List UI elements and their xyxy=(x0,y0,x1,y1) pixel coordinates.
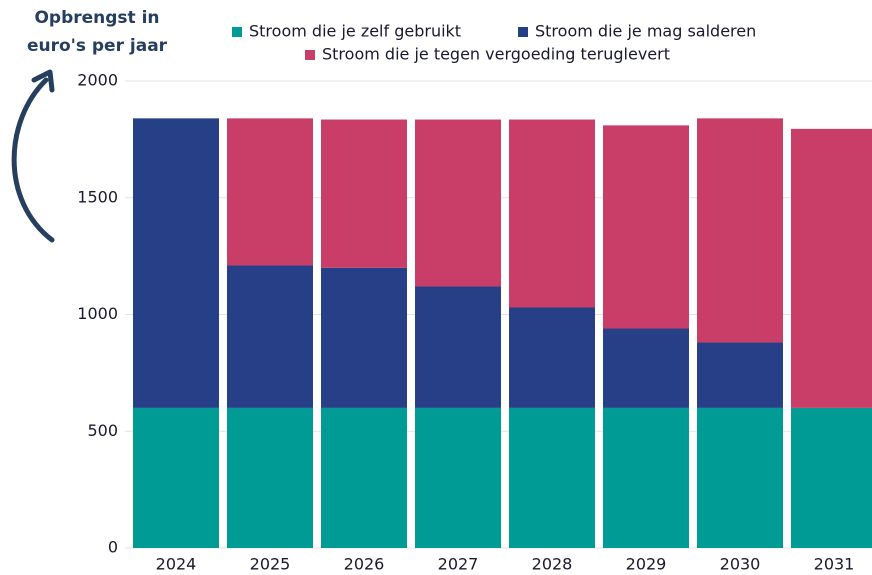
arrow xyxy=(11,77,55,243)
x-tick-label: 2025 xyxy=(250,555,291,574)
x-tick-label: 2029 xyxy=(626,555,667,574)
x-tick-label: 2031 xyxy=(814,555,855,574)
arrow-head xyxy=(31,69,55,93)
y-tick-label: 0 xyxy=(108,538,118,557)
bar-segment xyxy=(603,125,689,329)
bar-segment xyxy=(509,119,595,308)
annotation-line: Opbrengst in xyxy=(34,8,159,28)
y-tick-label: 500 xyxy=(87,421,118,440)
x-tick-label: 2028 xyxy=(532,555,573,574)
legend-swatch xyxy=(232,27,242,37)
bar-segment xyxy=(603,328,689,408)
annotation-line: euro's per jaar xyxy=(27,36,168,56)
bar-segment xyxy=(415,286,501,408)
y-tick-label: 1000 xyxy=(77,304,118,323)
bar-segment xyxy=(697,118,783,343)
bar-segment xyxy=(697,407,783,548)
bar-segment xyxy=(227,265,313,408)
y-tick-label: 2000 xyxy=(77,71,118,90)
legend-label: Stroom die je zelf gebruikt xyxy=(249,22,461,41)
bar-segment xyxy=(321,267,407,408)
bar-segment xyxy=(321,407,407,548)
bar-segment xyxy=(227,118,313,266)
bar-segment xyxy=(415,119,501,287)
bar-segment xyxy=(509,407,595,548)
bar-segment xyxy=(133,118,219,408)
bar-segment xyxy=(791,128,872,408)
x-tick-label: 2027 xyxy=(438,555,479,574)
x-tick-label: 2030 xyxy=(720,555,761,574)
bar-segment xyxy=(227,407,313,548)
bar-segment xyxy=(509,307,595,408)
bar-segment xyxy=(415,407,501,548)
bar-segment xyxy=(321,119,407,268)
x-tick-label: 2024 xyxy=(156,555,197,574)
bar-segment xyxy=(133,407,219,548)
y-tick-label: 1500 xyxy=(77,187,118,206)
legend-swatch xyxy=(518,27,528,37)
bar-segment xyxy=(697,342,783,408)
bar-segment xyxy=(603,407,689,548)
legend-swatch xyxy=(305,50,315,60)
bar-segment xyxy=(791,407,872,548)
legend-label: Stroom die je mag salderen xyxy=(535,22,756,41)
legend-label: Stroom die je tegen vergoeding terugleve… xyxy=(322,45,670,64)
x-tick-label: 2026 xyxy=(344,555,385,574)
